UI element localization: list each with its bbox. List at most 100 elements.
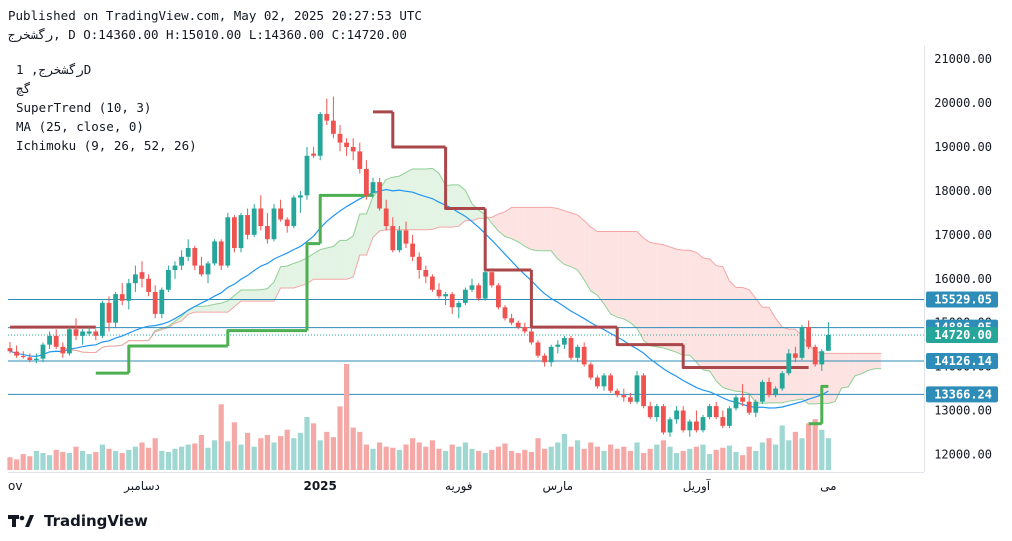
candle-down xyxy=(27,357,33,361)
price-label-text: 13366.24 xyxy=(934,387,992,401)
cloud-segment xyxy=(544,207,552,251)
volume-bar xyxy=(251,446,257,470)
candle-down xyxy=(740,397,745,402)
cloud-segment xyxy=(412,168,420,230)
candle-up xyxy=(40,344,46,359)
candle-up xyxy=(47,335,52,345)
price-axis[interactable]: 12000.0013000.0014000.0015000.0016000.00… xyxy=(924,46,999,472)
time-tick-label: ov xyxy=(8,479,22,493)
candle-down xyxy=(152,291,158,314)
time-axis[interactable]: ov دسامبر 2025 فوریه مارس آوریل می xyxy=(8,472,924,495)
candle-up xyxy=(700,417,706,431)
volume-bar xyxy=(271,442,277,470)
cloud-segment xyxy=(247,289,255,302)
cloud-segment xyxy=(478,210,486,219)
volume-bar xyxy=(47,455,53,470)
supertrend-up-line xyxy=(305,242,321,331)
legend-ma[interactable]: MA (25, close, 0) xyxy=(16,119,144,134)
volume-bar xyxy=(14,459,20,470)
cloud-segment xyxy=(452,184,459,228)
candle-down xyxy=(218,241,224,266)
candle-down xyxy=(423,269,429,277)
candle-down xyxy=(614,390,620,396)
supertrend-up-line xyxy=(318,193,373,244)
candle-down xyxy=(284,219,290,227)
volume-bar xyxy=(80,450,86,470)
candle-down xyxy=(192,248,198,266)
cloud-segment xyxy=(465,190,472,221)
cloud-segment xyxy=(524,207,532,250)
cloud-segment xyxy=(835,353,842,402)
candle-down xyxy=(509,318,514,323)
volume-bar xyxy=(489,449,495,470)
price-tick-label: 18000.00 xyxy=(934,184,992,198)
candle-down xyxy=(766,381,772,396)
candle-up xyxy=(271,208,277,240)
cloud-segment xyxy=(769,307,776,403)
senkou-span-b xyxy=(62,206,882,354)
volume-bar xyxy=(383,446,389,470)
candle-down xyxy=(449,294,455,308)
volume-bar xyxy=(720,447,726,470)
volume-bar xyxy=(146,447,152,470)
volume-bar xyxy=(825,438,831,470)
candle-down xyxy=(720,417,726,426)
candle-up xyxy=(826,334,831,351)
cloud-segment xyxy=(854,353,862,376)
volume-bar xyxy=(753,450,759,470)
cloud-segment xyxy=(313,249,321,280)
volume-bar xyxy=(548,446,554,470)
volume-bar xyxy=(390,447,396,470)
volume-bar xyxy=(700,444,706,470)
cloud-segment xyxy=(267,282,274,302)
candle-down xyxy=(522,327,528,332)
price-tick-label: 19000.00 xyxy=(934,140,992,154)
candle-up xyxy=(86,331,92,334)
candle-up xyxy=(727,408,732,426)
volume-bar xyxy=(139,442,145,470)
legend-supertrend[interactable]: SuperTrend (10, 3) xyxy=(16,100,151,115)
volume-bar xyxy=(40,453,46,470)
cloud-segment xyxy=(359,213,367,256)
volume-bar xyxy=(258,438,264,470)
volume-bar xyxy=(73,446,79,470)
price-tick-label: 13000.00 xyxy=(934,404,992,418)
candle-up xyxy=(291,197,297,227)
price-chart[interactable]: 12000.0013000.0014000.0015000.0016000.00… xyxy=(0,46,1012,506)
cloud-segment xyxy=(637,231,644,341)
cloud-segment xyxy=(406,168,413,230)
volume-bar xyxy=(773,444,779,470)
volume-bar xyxy=(634,442,640,470)
candle-down xyxy=(258,208,264,227)
volume-bars xyxy=(7,364,831,470)
volume-bar xyxy=(396,449,402,470)
volume-bar xyxy=(469,448,475,470)
volume-bar xyxy=(792,431,798,470)
volume-bar xyxy=(106,448,112,470)
ichimoku-cloud xyxy=(62,167,882,405)
candles xyxy=(7,96,831,437)
tradingview-brand: TradingView xyxy=(44,512,148,530)
supertrend-down-line xyxy=(483,208,532,272)
candle-down xyxy=(535,342,541,356)
volume-bar xyxy=(172,448,178,470)
legend-ichimoku[interactable]: Ichimoku (9, 26, 52, 26) xyxy=(16,138,197,153)
candle-down xyxy=(812,346,818,365)
candle-up xyxy=(100,302,105,336)
volume-bar xyxy=(621,446,627,470)
volume-bar xyxy=(7,457,13,470)
cloud-segment xyxy=(736,287,743,392)
candle-down xyxy=(680,410,686,431)
volume-bar xyxy=(443,450,449,470)
volume-bar xyxy=(350,427,356,470)
volume-bar xyxy=(429,440,435,470)
candle-up xyxy=(443,294,448,297)
volume-bar xyxy=(680,450,686,470)
candle-down xyxy=(265,226,270,240)
cloud-segment xyxy=(828,353,835,404)
tradingview-logo[interactable]: TradingView xyxy=(8,512,148,530)
volume-bar xyxy=(515,453,521,470)
volume-bar xyxy=(165,451,171,470)
time-tick-label: فوریه xyxy=(445,479,473,494)
volume-bar xyxy=(495,446,501,470)
